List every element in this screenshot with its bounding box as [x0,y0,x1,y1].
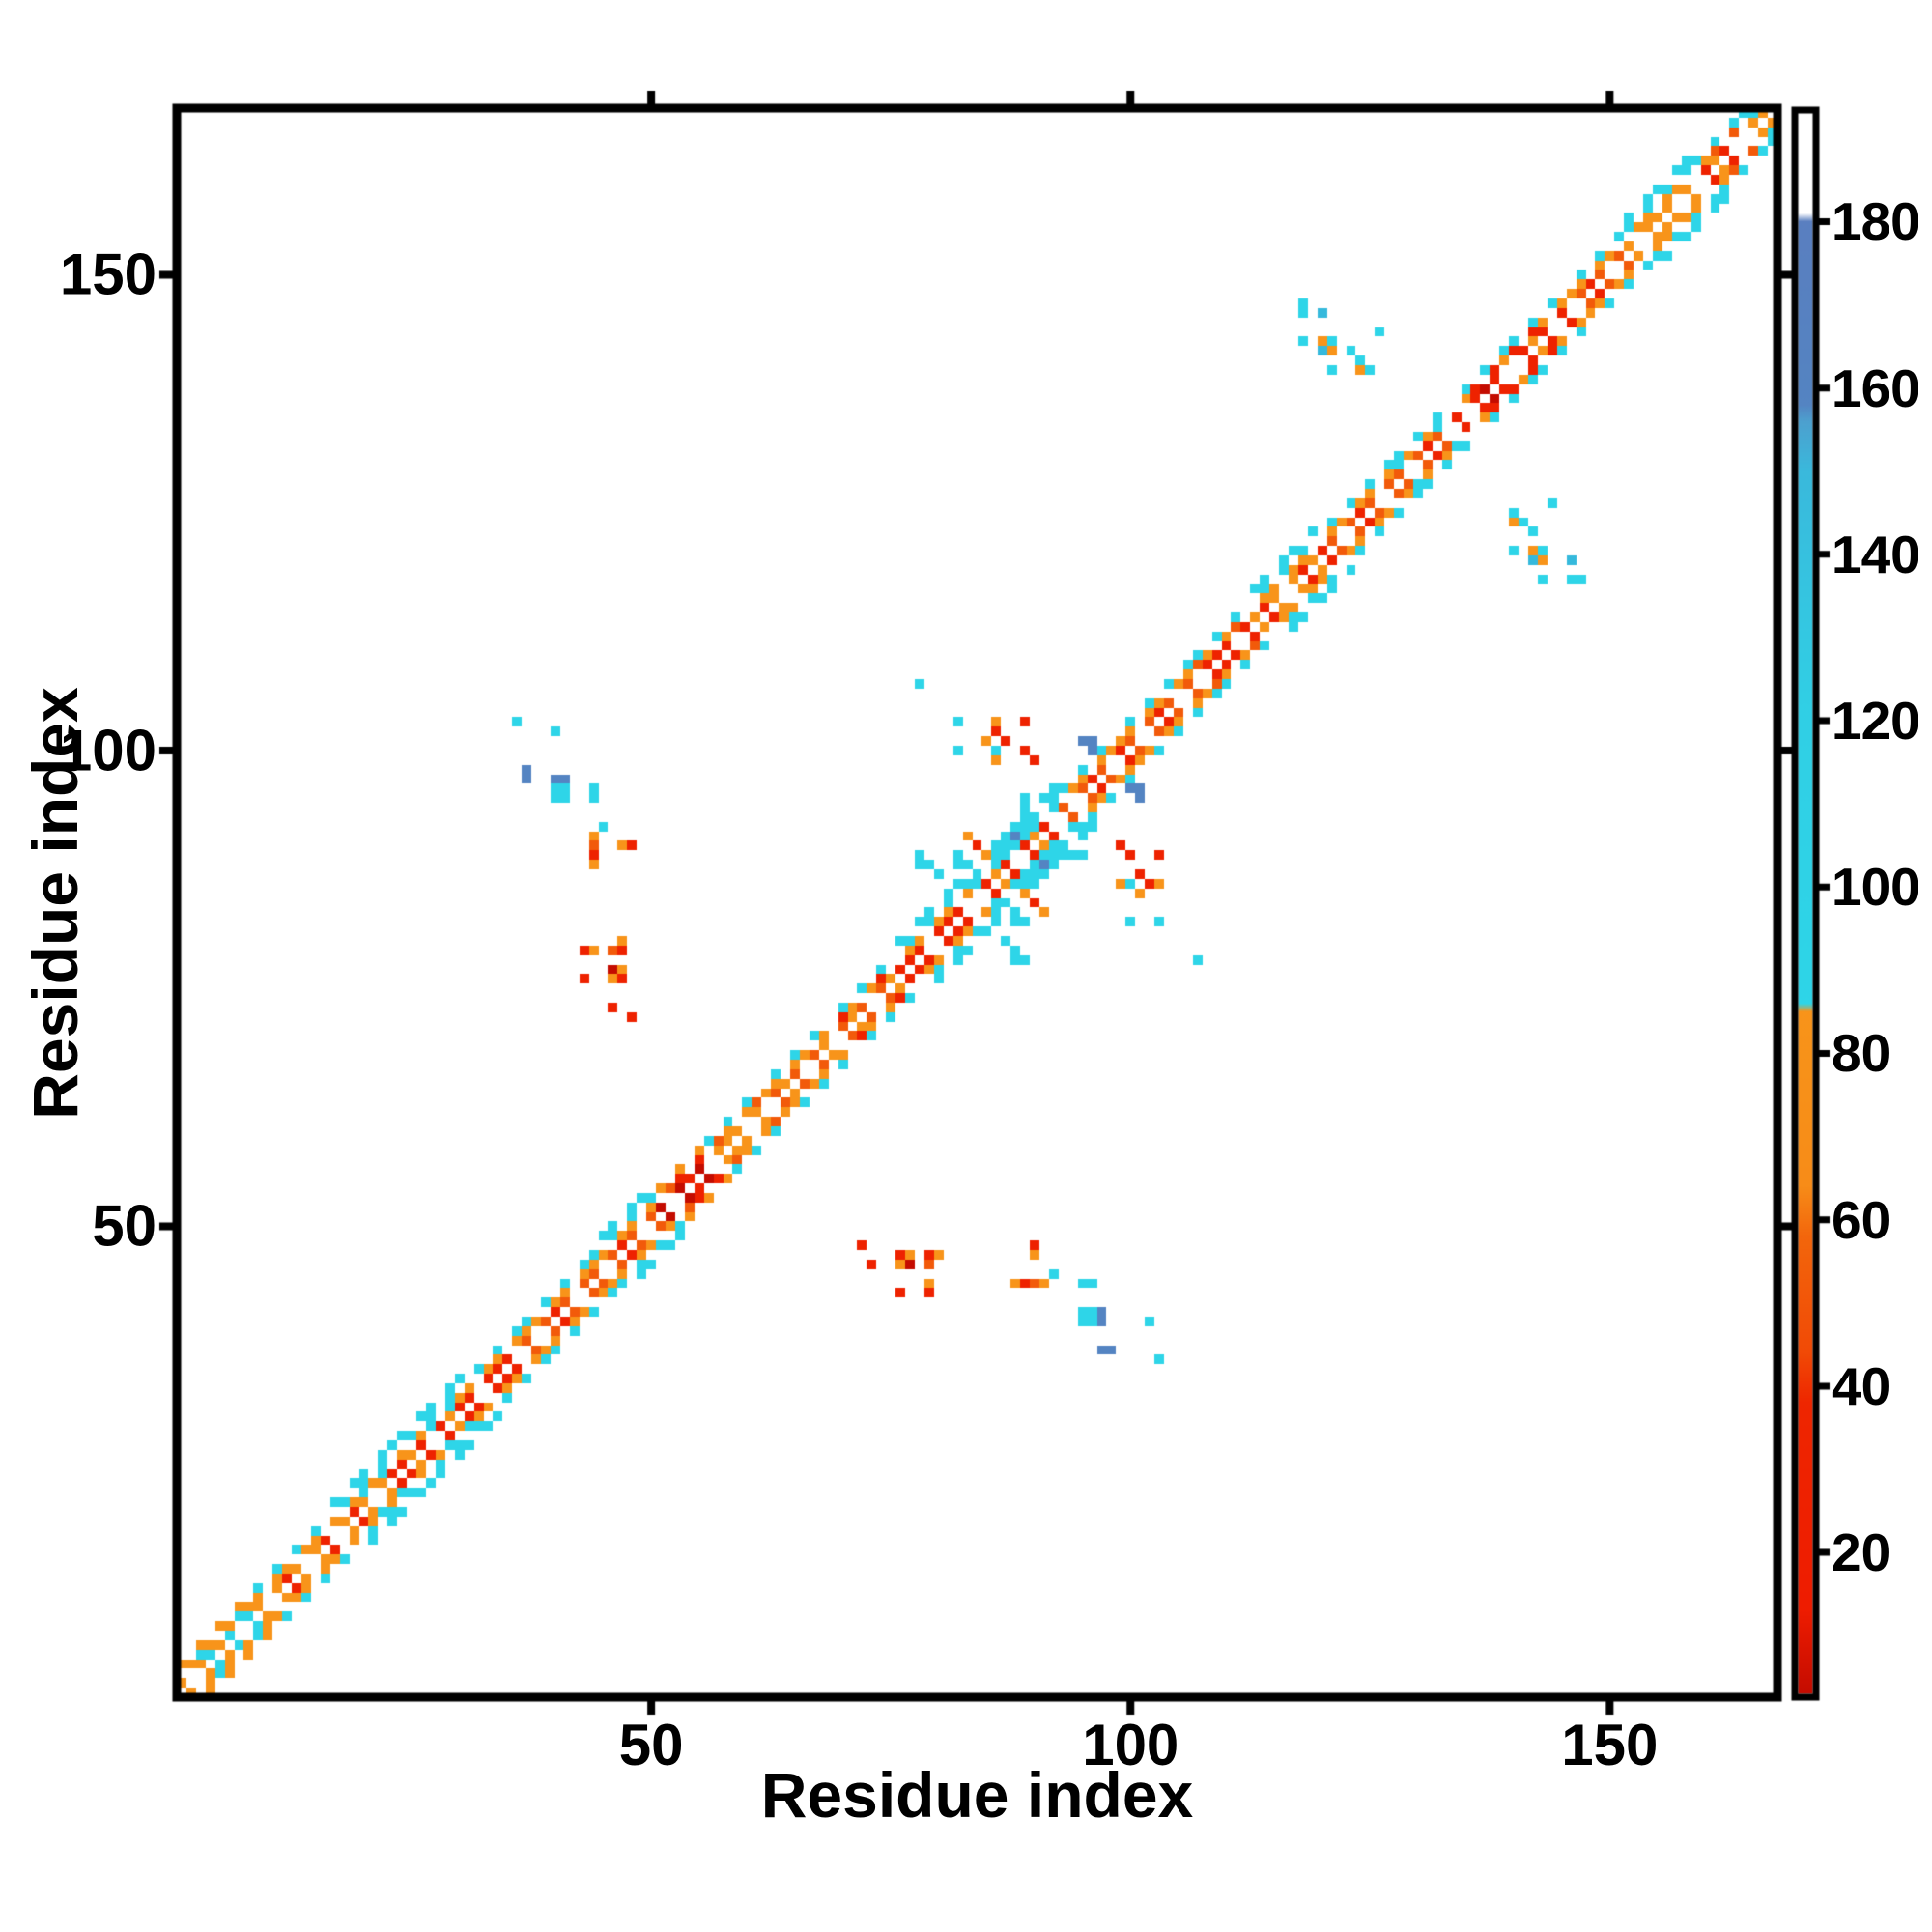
colorbar-tick-label: 100 [1832,857,1920,918]
colorbar-tick-label: 160 [1832,357,1920,418]
colorbar-tick-label: 40 [1832,1355,1891,1416]
colorbar-tick-label: 60 [1832,1189,1891,1250]
colorbar-tick-label: 80 [1832,1023,1891,1084]
colorbar-tick-label: 20 [1832,1522,1891,1583]
x-axis-title: Residue index [760,1759,1194,1831]
y-tick-label: 150 [59,242,156,307]
x-tick-label: 150 [1561,1713,1659,1777]
y-tick-label: 50 [92,1193,156,1259]
x-tick-label: 50 [618,1713,684,1777]
colorbar-tick-label: 140 [1832,524,1920,584]
colorbar-tick-label: 180 [1832,191,1920,252]
y-tick-label: 100 [59,718,156,783]
x-tick-label: 100 [1082,1713,1179,1777]
colorbar-tick-label: 120 [1832,691,1920,752]
